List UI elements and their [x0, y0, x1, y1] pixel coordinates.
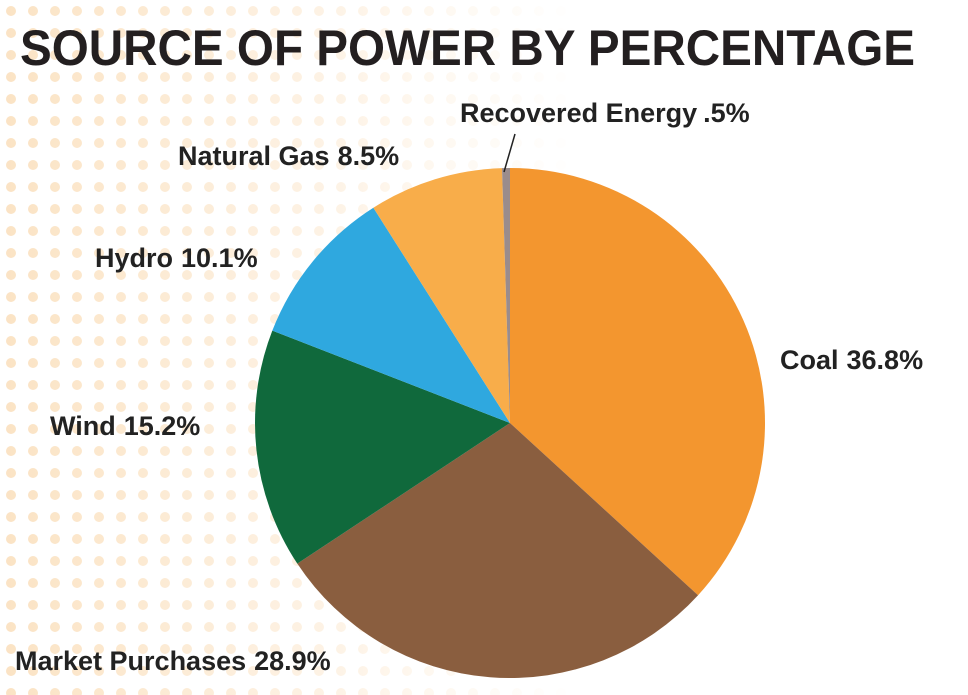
chart-title: SOURCE OF POWER BY PERCENTAGE — [20, 20, 915, 76]
pie-slice — [373, 168, 510, 423]
slice-label: Natural Gas 8.5% — [178, 141, 399, 171]
pie-slice — [510, 167, 766, 596]
category-name: Market Purchases — [15, 646, 246, 676]
pie-slice — [501, 168, 510, 423]
value-label: 28.9% — [254, 646, 331, 676]
slice-label: Market Purchases 28.9% — [15, 646, 331, 676]
slice-label: Wind 15.2% — [50, 411, 200, 441]
leader-line — [503, 133, 516, 173]
value-label: 8.5% — [338, 141, 400, 171]
pie — [254, 167, 766, 679]
slice-label: Recovered Energy .5% — [460, 98, 750, 128]
category-name: Coal — [780, 345, 839, 375]
pie-slice — [254, 330, 510, 564]
pie-slice — [297, 423, 699, 679]
value-label: 36.8% — [847, 345, 924, 375]
value-label: 15.2% — [124, 411, 201, 441]
category-name: Natural Gas — [178, 141, 330, 171]
category-name: Wind — [50, 411, 116, 441]
slice-label: Coal 36.8% — [780, 345, 923, 375]
value-label: .5% — [703, 98, 750, 128]
category-name: Hydro — [95, 243, 173, 273]
category-name: Recovered Energy — [460, 98, 697, 128]
slice-label: Hydro 10.1% — [95, 243, 258, 273]
pie-slice — [272, 207, 510, 423]
value-label: 10.1% — [181, 243, 258, 273]
